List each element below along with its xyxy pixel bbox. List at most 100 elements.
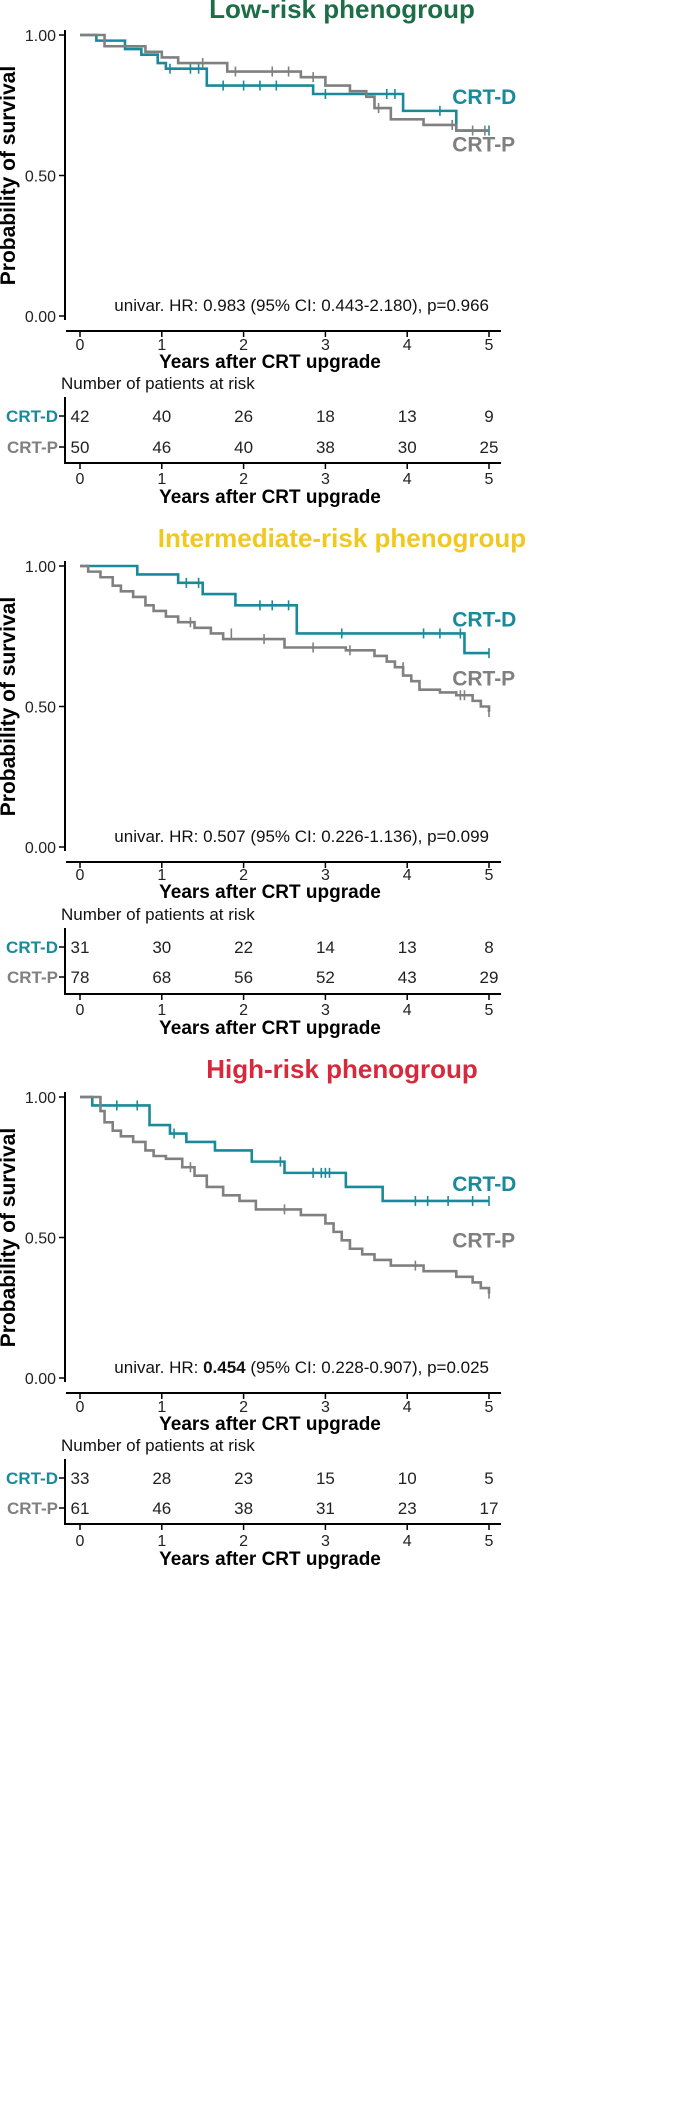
hr-value: 0.454 xyxy=(203,1358,246,1377)
risk-count: 52 xyxy=(316,968,335,987)
x-tick-label: 2 xyxy=(239,337,248,354)
risk-x-tick-label: 4 xyxy=(403,1002,412,1019)
risk-count: 5 xyxy=(484,1469,493,1488)
x-tick-label: 0 xyxy=(76,867,85,884)
km-curve-crt-d xyxy=(80,564,489,655)
risk-count: 26 xyxy=(234,407,253,426)
risk-count: 78 xyxy=(71,968,90,987)
risk-x-axis-label: Years after CRT upgrade xyxy=(159,1018,381,1039)
risk-count: 50 xyxy=(71,438,90,457)
x-tick-label: 5 xyxy=(485,337,494,354)
risk-x-tick-label: 2 xyxy=(239,1002,248,1019)
risk-count: 31 xyxy=(316,1499,335,1518)
risk-x-tick-label: 2 xyxy=(239,471,248,488)
risk-x-tick-label: 3 xyxy=(321,471,330,488)
risk-count: 33 xyxy=(71,1469,90,1488)
x-tick-label: 2 xyxy=(239,867,248,884)
risk-count: 8 xyxy=(484,938,493,957)
risk-count: 17 xyxy=(480,1499,499,1518)
x-tick-label: 4 xyxy=(403,867,412,884)
hr-text-part: univar. HR: xyxy=(114,1358,203,1377)
risk-count: 22 xyxy=(234,938,253,957)
curve-label-crt-d: CRT-D xyxy=(452,1173,516,1196)
risk-count: 10 xyxy=(398,1469,417,1488)
km-curve-crt-p xyxy=(80,33,489,132)
x-axis-label: Years after CRT upgrade xyxy=(159,882,381,903)
x-tick-label: 0 xyxy=(76,1399,85,1416)
risk-row-label-crt-d: CRT-D xyxy=(6,938,58,957)
hr-text-part: (95% CI: 0.443-2.180), p=0.966 xyxy=(246,296,489,315)
risk-table-title: Number of patients at risk xyxy=(61,905,255,924)
chart-panel-2: High-risk phenogroup 0.00 0.50 1.00 Probabil… xyxy=(0,1054,516,1570)
risk-x-tick-label: 5 xyxy=(485,471,494,488)
curve-label-crt-d: CRT-D xyxy=(452,86,516,109)
risk-count: 9 xyxy=(484,407,493,426)
risk-count: 23 xyxy=(234,1469,253,1488)
x-tick-label: 3 xyxy=(321,337,330,354)
y-tick-label: 0.00 xyxy=(25,1371,56,1388)
km-curve-crt-d xyxy=(80,33,489,132)
curve-label-crt-p: CRT-P xyxy=(452,667,515,690)
risk-x-axis-label: Years after CRT upgrade xyxy=(159,487,381,508)
risk-x-tick-label: 0 xyxy=(76,1533,85,1550)
x-tick-label: 4 xyxy=(403,1399,412,1416)
x-tick-label: 5 xyxy=(485,867,494,884)
risk-count: 38 xyxy=(234,1499,253,1518)
y-axis-label: Probability of survival xyxy=(0,597,20,816)
hr-text-part: (95% CI: 0.228-0.907), p=0.025 xyxy=(246,1358,489,1377)
x-tick-label: 1 xyxy=(157,867,166,884)
curve-label-crt-p: CRT-P xyxy=(452,1229,515,1252)
risk-count: 13 xyxy=(398,938,417,957)
risk-x-tick-label: 0 xyxy=(76,471,85,488)
risk-count: 14 xyxy=(316,938,335,957)
curve-label-crt-d: CRT-D xyxy=(452,608,516,631)
risk-count: 56 xyxy=(234,968,253,987)
hazard-ratio-text: univar. HR: 0.454 (95% CI: 0.228-0.907),… xyxy=(114,1358,489,1377)
risk-row-label-crt-p: CRT-P xyxy=(7,438,58,457)
risk-row-label-crt-d: CRT-D xyxy=(6,1469,58,1488)
risk-count: 43 xyxy=(398,968,417,987)
y-tick-label: 0.50 xyxy=(25,700,56,717)
y-axis-label: Probability of survival xyxy=(0,66,20,285)
risk-row-label-crt-p: CRT-P xyxy=(7,968,58,987)
y-tick-label: 1.00 xyxy=(25,559,56,576)
risk-count: 38 xyxy=(316,438,335,457)
risk-count: 31 xyxy=(71,938,90,957)
hr-text-part: univar. HR: xyxy=(114,827,203,846)
risk-x-tick-label: 3 xyxy=(321,1533,330,1550)
km-curve-crt-p xyxy=(80,564,491,713)
risk-x-tick-label: 1 xyxy=(157,471,166,488)
chart-panel-1: Intermediate-risk phenogroup 0.00 0.50 1.00… xyxy=(0,523,526,1039)
y-axis-label: Probability of survival xyxy=(0,1128,20,1347)
x-tick-label: 4 xyxy=(403,337,412,354)
risk-count: 40 xyxy=(152,407,171,426)
hr-text-part: univar. HR: xyxy=(114,296,203,315)
y-tick-label: 1.00 xyxy=(25,28,56,45)
risk-count: 28 xyxy=(152,1469,171,1488)
y-tick-label: 0.50 xyxy=(25,1231,56,1248)
x-tick-label: 1 xyxy=(157,1399,166,1416)
y-tick-label: 0.00 xyxy=(25,840,56,857)
risk-count: 23 xyxy=(398,1499,417,1518)
risk-count: 30 xyxy=(398,438,417,457)
risk-count: 46 xyxy=(152,1499,171,1518)
curve-label-crt-p: CRT-P xyxy=(452,134,515,157)
risk-count: 61 xyxy=(71,1499,90,1518)
x-axis-label: Years after CRT upgrade xyxy=(159,352,381,373)
x-tick-label: 0 xyxy=(76,337,85,354)
hr-value: 0.983 xyxy=(203,296,246,315)
risk-table-title: Number of patients at risk xyxy=(61,374,255,393)
x-tick-label: 3 xyxy=(321,1399,330,1416)
chart-title: Low-risk phenogroup xyxy=(209,0,475,24)
risk-count: 42 xyxy=(71,407,90,426)
risk-x-tick-label: 4 xyxy=(403,1533,412,1550)
risk-count: 13 xyxy=(398,407,417,426)
risk-x-tick-label: 5 xyxy=(485,1533,494,1550)
risk-count: 46 xyxy=(152,438,171,457)
risk-x-axis-label: Years after CRT upgrade xyxy=(159,1549,381,1570)
x-axis-label: Years after CRT upgrade xyxy=(159,1414,381,1435)
risk-row-label-crt-p: CRT-P xyxy=(7,1499,58,1518)
risk-x-tick-label: 2 xyxy=(239,1533,248,1550)
hazard-ratio-text: univar. HR: 0.983 (95% CI: 0.443-2.180),… xyxy=(114,296,489,315)
